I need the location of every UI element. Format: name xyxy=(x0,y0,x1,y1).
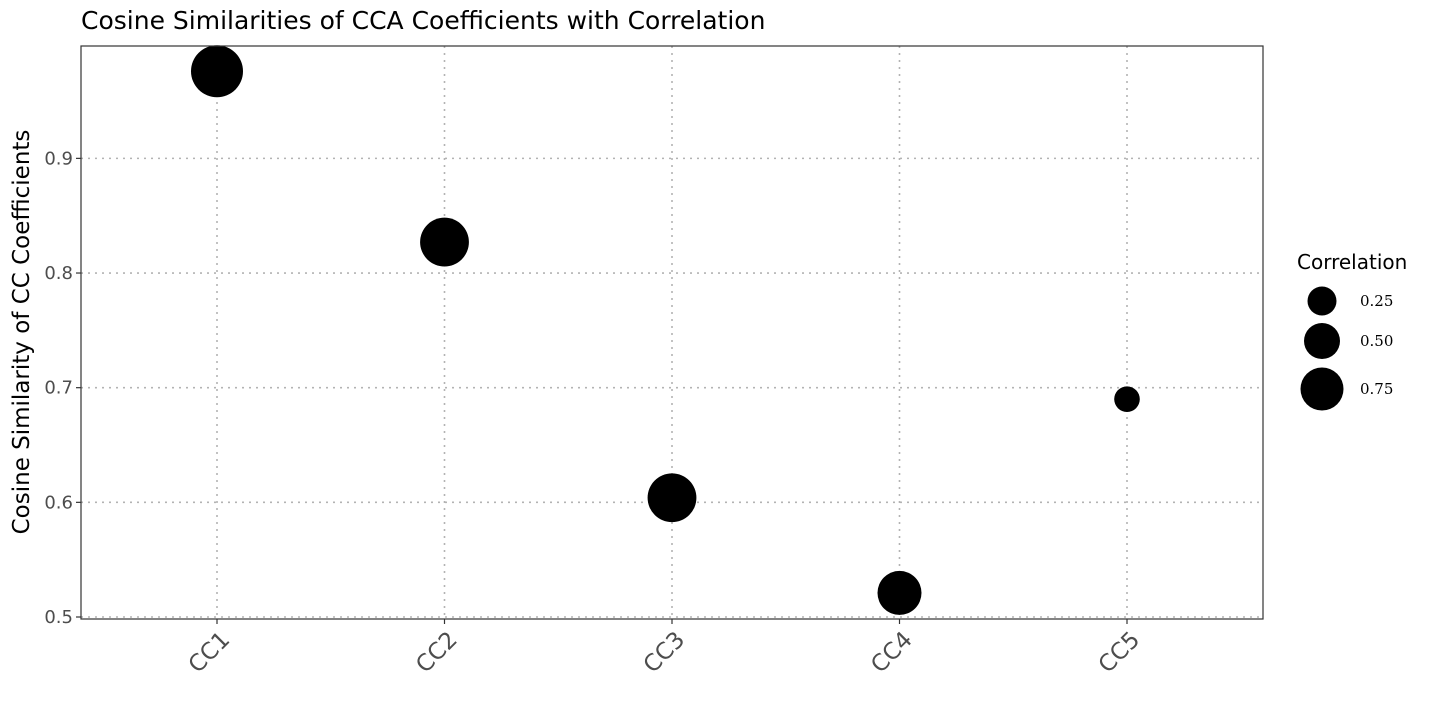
legend-key xyxy=(1300,367,1344,411)
x-tick-label: CC2 xyxy=(411,627,462,678)
data-point-cc3 xyxy=(647,473,697,523)
y-tick-label: 0.6 xyxy=(44,492,73,513)
y-tick-label: 0.8 xyxy=(44,263,73,284)
legend-title: Correlation xyxy=(1297,250,1407,274)
x-tick-label: CC3 xyxy=(639,627,690,678)
x-tick-label: CC4 xyxy=(866,627,917,678)
legend-label: 0.75 xyxy=(1360,380,1393,398)
data-points xyxy=(191,45,1140,615)
size-legend: Correlation 0.25 0.50 0.75 xyxy=(1297,250,1407,411)
legend-items: 0.25 0.50 0.75 xyxy=(1300,286,1393,411)
data-point-cc1 xyxy=(191,45,243,98)
legend-key xyxy=(1307,286,1337,316)
y-axis-ticks: 0.5 0.6 0.7 0.8 0.9 xyxy=(44,148,81,628)
y-tick-label: 0.9 xyxy=(44,148,73,169)
y-tick-label: 0.5 xyxy=(44,607,73,628)
y-tick-label: 0.7 xyxy=(44,378,73,399)
x-tick-label: CC1 xyxy=(184,627,235,678)
plot-panel xyxy=(80,45,1264,620)
y-axis-label: Cosine Similarity of CC Coefficients xyxy=(9,130,35,535)
x-axis-ticks: CC1 CC2 CC3 CC4 CC5 xyxy=(184,619,1145,678)
grid-lines xyxy=(81,46,1263,619)
x-tick-label: CC5 xyxy=(1094,627,1145,678)
data-point-cc4 xyxy=(877,570,922,615)
data-point-cc2 xyxy=(420,217,469,267)
chart-title: Cosine Similarities of CCA Coefficients … xyxy=(81,6,765,35)
data-point-cc5 xyxy=(1114,386,1140,412)
legend-label: 0.50 xyxy=(1360,332,1393,350)
legend-key xyxy=(1304,323,1340,359)
legend-label: 0.25 xyxy=(1360,292,1393,310)
